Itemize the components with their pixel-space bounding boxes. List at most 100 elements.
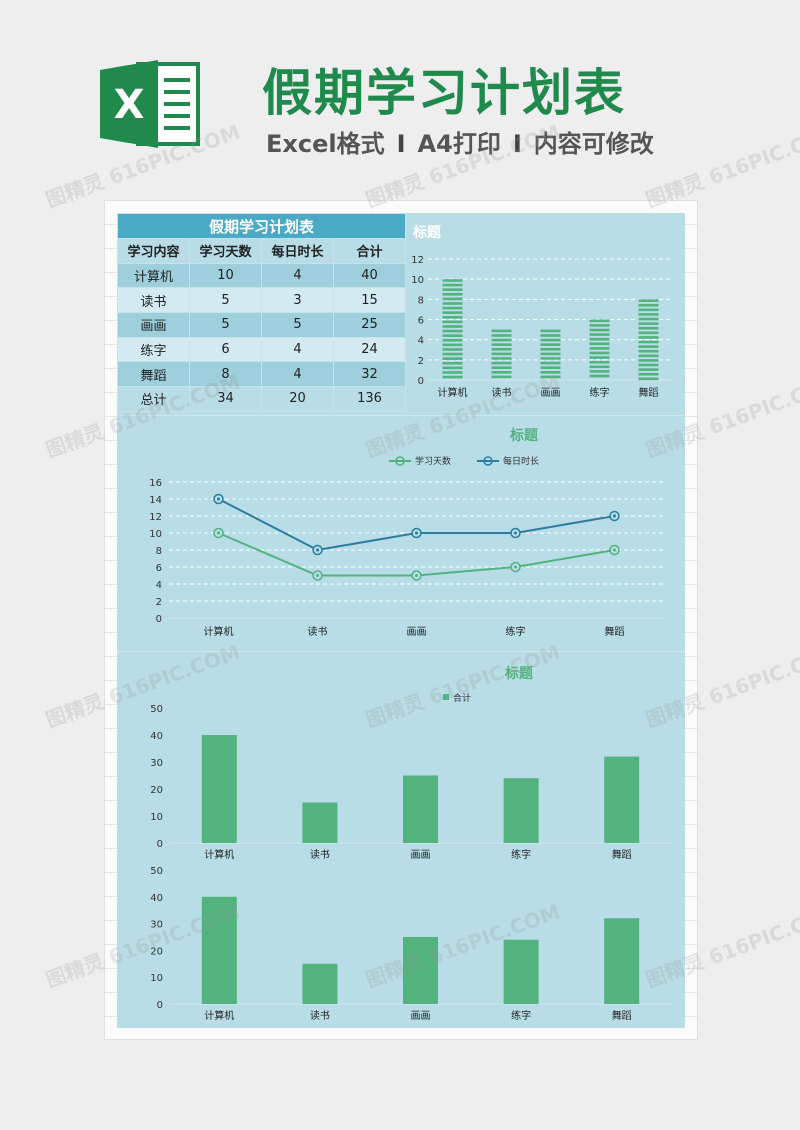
table-cell[interactable]: 舞蹈 — [117, 361, 190, 388]
bar — [503, 939, 539, 1004]
x-tick-label: 读书 — [310, 848, 330, 861]
bar-stripe — [442, 366, 463, 370]
data-point-core — [316, 574, 319, 577]
bar-stripe — [442, 325, 463, 328]
header: X 假期学习计划表 Excel格式 I A4打印 I 内容可修改 — [0, 0, 800, 200]
y-tick-label: 30 — [150, 758, 163, 769]
series-line — [218, 532, 615, 577]
x-tick-label: 读书 — [310, 1009, 330, 1022]
y-tick-label: 30 — [150, 920, 163, 931]
data-point-core — [514, 565, 517, 569]
bar-stripe — [638, 336, 659, 339]
bar-stripe — [442, 348, 463, 351]
x-tick-label: 计算机 — [204, 625, 234, 638]
legend-label: 每日时长 — [503, 455, 539, 467]
bar-stripe — [638, 303, 659, 307]
table-cell[interactable]: 计算机 — [117, 262, 190, 289]
series-line — [218, 498, 615, 552]
chart-title: 标题 — [412, 224, 442, 241]
y-tick-label: 0 — [157, 839, 163, 850]
y-tick-label: 6 — [156, 563, 162, 574]
bar-stripe — [638, 317, 659, 321]
table-cell[interactable]: 5 — [261, 312, 334, 338]
chart-4-bar: 0 10 20 30 40 50 计算机 读书 画画 练字 舞蹈 — [150, 866, 672, 1022]
table-cell[interactable]: 3 — [261, 287, 334, 314]
bar-stripe — [638, 326, 659, 330]
table-cell[interactable]: 8 — [189, 361, 262, 388]
bar-stripe — [540, 352, 561, 356]
data-point-core — [415, 531, 418, 535]
bar-stripe — [540, 338, 561, 342]
table-cell[interactable]: 练字 — [117, 336, 190, 363]
subtitle-print: A4打印 — [417, 130, 501, 158]
page-subtitle: Excel格式 I A4打印 I 内容可修改 — [266, 128, 654, 160]
table-cell[interactable]: 20 — [261, 386, 334, 412]
table-cell[interactable]: 34 — [189, 386, 262, 412]
table-header-cell: 每日时长 — [261, 238, 334, 264]
table-cell[interactable]: 32 — [332, 361, 407, 388]
bar-stripe — [589, 374, 610, 378]
bar-stripe — [589, 324, 610, 327]
bar-stripe — [540, 361, 561, 365]
y-tick-label: 20 — [150, 946, 163, 957]
table-cell[interactable]: 136 — [332, 386, 407, 412]
y-tick-label: 40 — [150, 893, 163, 904]
bar-stripe — [442, 329, 463, 333]
table-cell[interactable]: 4 — [261, 336, 334, 363]
table-row: 练字 6 4 24 — [117, 336, 407, 363]
bar-stripe — [491, 375, 512, 379]
bar-stripe — [589, 342, 610, 346]
legend-item: 学习天数 — [389, 455, 451, 467]
x-tick-label: 画画 — [411, 1011, 431, 1022]
bar-stripe — [589, 333, 610, 336]
table-title: 假期学习计划表 — [116, 213, 407, 239]
data-point-core — [217, 497, 220, 501]
x-tick-label: 读书 — [308, 625, 328, 638]
table-cell[interactable]: 40 — [332, 262, 407, 289]
table-cell[interactable]: 读书 — [117, 287, 190, 314]
table-cell[interactable]: 6 — [189, 336, 262, 363]
bar — [442, 279, 463, 379]
bar-stripe — [491, 357, 512, 360]
bar-stripe — [491, 361, 512, 365]
y-tick-label: 6 — [418, 316, 424, 327]
bar — [503, 778, 539, 843]
bar-stripe — [442, 306, 463, 310]
legend-marker — [395, 456, 405, 466]
bar — [403, 775, 438, 843]
table-cell[interactable]: 15 — [332, 287, 407, 314]
bar-stripe — [638, 308, 659, 312]
logo-letter: X — [114, 82, 145, 128]
table-cell[interactable]: 4 — [261, 262, 334, 289]
data-point-core — [613, 548, 616, 552]
bar-stripe — [638, 299, 659, 302]
table-cell[interactable]: 24 — [332, 336, 407, 363]
bar-stripe — [442, 361, 463, 365]
x-tick-label: 计算机 — [438, 386, 468, 399]
table-header-cell: 学习天数 — [189, 238, 262, 264]
bar-stripe — [638, 359, 659, 362]
x-tick-label: 舞蹈 — [612, 1010, 632, 1022]
table-cell[interactable]: 10 — [189, 262, 262, 289]
table-cell[interactable]: 总计 — [117, 386, 190, 412]
y-tick-label: 8 — [418, 295, 424, 306]
table-cell[interactable]: 5 — [189, 312, 262, 338]
bar-stripe — [589, 351, 610, 355]
x-tick-label: 练字 — [590, 386, 610, 399]
bar-stripe — [589, 370, 610, 373]
table-cell[interactable]: 25 — [332, 312, 407, 338]
x-tick-label: 画画 — [407, 627, 427, 638]
data-point-core — [217, 531, 220, 535]
bar-stripe — [638, 372, 659, 376]
x-tick-label: 舞蹈 — [612, 849, 632, 861]
plan-table: 假期学习计划表 学习内容 学习天数 每日时长 合计 计算机 10 4 40 读书… — [116, 213, 407, 412]
bar-stripe — [491, 370, 512, 374]
table-cell[interactable]: 画画 — [117, 312, 190, 338]
bar-stripe — [638, 313, 659, 316]
table-cell[interactable]: 5 — [189, 287, 262, 314]
table-cell[interactable]: 4 — [261, 361, 334, 388]
legend-label: 学习天数 — [415, 455, 451, 467]
table-row: 读书 5 3 15 — [117, 287, 407, 314]
chart-title: 标题 — [509, 427, 539, 444]
